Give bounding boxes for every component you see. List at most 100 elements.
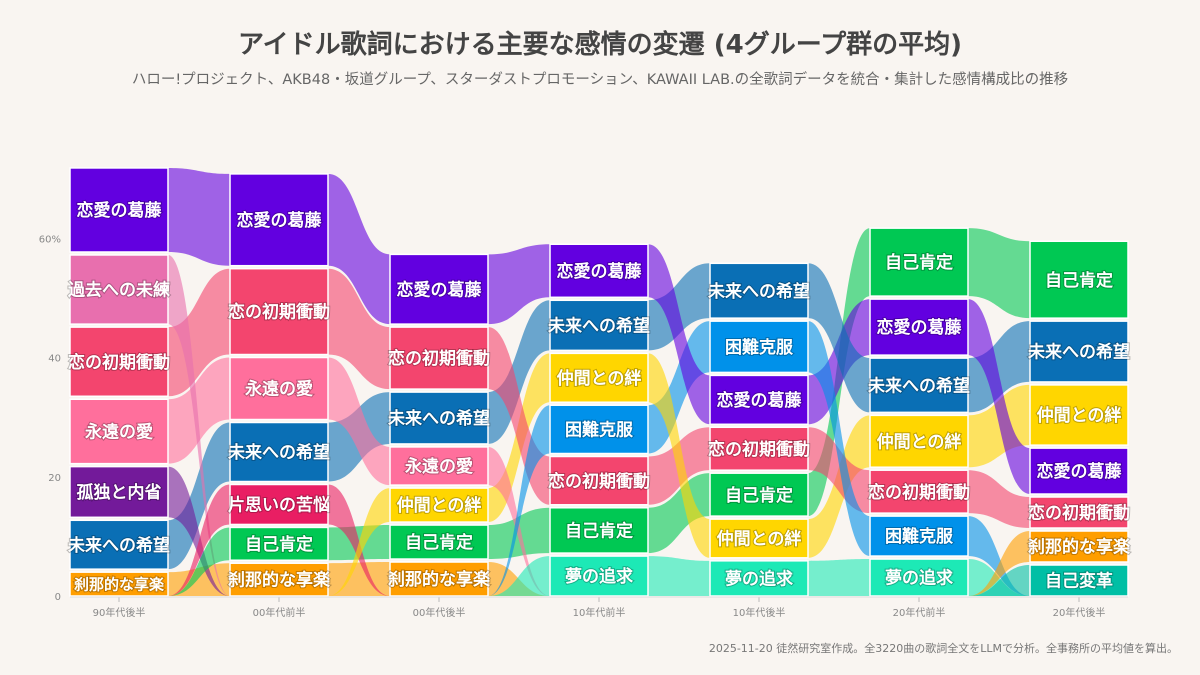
flow-band xyxy=(488,405,550,596)
flow-band xyxy=(968,516,1030,596)
chart-subtitle: ハロー!プロジェクト、AKB48・坂道グループ、スターダストプロモーション、KA… xyxy=(131,72,1069,88)
flow-band xyxy=(648,263,710,351)
node-label: 恋愛の葛藤 xyxy=(237,210,323,231)
node-label: 過去への未練 xyxy=(68,280,170,301)
flow-band xyxy=(648,244,710,425)
node-bar xyxy=(69,465,169,519)
flow-band xyxy=(168,484,230,596)
node-label: 困難克服 xyxy=(885,526,954,547)
node-bar xyxy=(709,262,809,319)
node-bar xyxy=(869,558,969,597)
flow-band xyxy=(808,263,870,413)
flow-band xyxy=(648,321,710,454)
node-bar xyxy=(709,560,809,597)
x-tick-label: 90年代後半 xyxy=(93,606,146,619)
node-bar xyxy=(389,253,489,325)
footer-note: 2025-11-20 徒然研究室作成。全3220曲の歌詞全文をLLMで分析。全事… xyxy=(708,642,1178,655)
x-tick-label: 20年代後半 xyxy=(1053,606,1106,619)
node-bar xyxy=(709,472,809,517)
node-bar xyxy=(869,414,969,468)
node-label: 永遠の愛 xyxy=(404,456,473,477)
node-bar xyxy=(229,526,329,561)
flow-band xyxy=(488,556,550,596)
x-tick-label: 10年代後半 xyxy=(733,606,786,619)
flow-band xyxy=(968,531,1030,596)
flow-band xyxy=(648,473,710,554)
node-bar xyxy=(229,421,329,483)
node-bar xyxy=(549,404,649,455)
node-label: 恋愛の葛藤 xyxy=(397,279,483,300)
flow-band xyxy=(648,556,710,596)
flow-band xyxy=(168,357,230,464)
flow-band xyxy=(328,357,390,486)
node-label: 困難克服 xyxy=(565,419,634,440)
y-tick-label: 0 xyxy=(55,592,61,603)
node-label: 未来への希望 xyxy=(67,535,170,556)
node-label: 仲間との絆 xyxy=(557,368,642,389)
node-label: 自己肯定 xyxy=(245,534,313,555)
node-bar xyxy=(389,326,489,390)
node-label: 恋の初期衝動 xyxy=(228,302,330,323)
flow-band xyxy=(488,446,550,596)
node-label: 恋の初期衝動 xyxy=(68,352,170,373)
node-bar xyxy=(69,326,169,398)
node-bar xyxy=(869,469,969,514)
y-tick-label: 20 xyxy=(48,473,61,484)
node-label: 自己肯定 xyxy=(565,521,633,542)
node-bar xyxy=(389,446,489,486)
node-bar xyxy=(389,524,489,560)
node-label: 自己肯定 xyxy=(725,485,793,506)
node-bar xyxy=(1029,240,1129,319)
node-label: 恋の初期衝動 xyxy=(388,348,490,369)
node-bar xyxy=(869,298,969,356)
node-label: 片思いの苦悩 xyxy=(228,495,330,516)
node-label: 恋愛の葛藤 xyxy=(77,200,163,221)
node-label: 仲間との絆 xyxy=(397,495,482,516)
node-label: 自己肯定 xyxy=(885,252,953,273)
node-bar xyxy=(389,487,489,523)
node-bar xyxy=(869,515,969,557)
node-label: 刹那的な享楽 xyxy=(228,570,331,591)
node-label: 恋愛の葛藤 xyxy=(1037,461,1123,482)
node-label: 恋の初期衝動 xyxy=(868,482,970,503)
node-bar xyxy=(709,426,809,471)
flow-band xyxy=(968,470,1030,529)
node-bar xyxy=(549,243,649,299)
flow-band xyxy=(808,427,870,514)
node-bar xyxy=(1029,564,1129,597)
node-label: 仲間との絆 xyxy=(717,529,802,550)
node-bar xyxy=(869,357,969,414)
node-bar xyxy=(709,320,809,374)
node-label: 刹那的な享楽 xyxy=(1028,537,1131,558)
flow-band xyxy=(808,321,870,557)
node-bar xyxy=(229,356,329,421)
flow-band xyxy=(488,300,550,444)
chart-title: アイドル歌詞における主要な感情の変遷 (4グループ群の平均) xyxy=(237,30,963,60)
flow-band xyxy=(968,228,1030,319)
node-bar xyxy=(709,374,809,426)
flow-band xyxy=(168,167,230,266)
axes-layer: 90年代後半 00年代前半 00年代後半 10年代前半 10年代後半 20年代前半 20年代… xyxy=(39,234,1128,619)
node-label: 永遠の愛 xyxy=(84,422,153,443)
flow-band xyxy=(328,268,390,390)
node-label: 仲間との絆 xyxy=(1037,405,1122,426)
node-label: 恋愛の葛藤 xyxy=(877,317,963,338)
node-label: 恋の初期衝動 xyxy=(1028,503,1130,524)
node-bar xyxy=(229,483,329,526)
nodes-layer: 恋愛の葛藤過去への未練恋の初期衝動永遠の愛孤独と内省未来への希望刹那的な享楽恋愛… xyxy=(66,167,1132,597)
node-label: 恋の初期衝動 xyxy=(708,439,810,460)
node-bar xyxy=(389,561,489,597)
node-label: 永遠の愛 xyxy=(244,379,313,400)
node-bar xyxy=(549,555,649,597)
flow-band xyxy=(328,173,390,325)
node-label: 未来への希望 xyxy=(867,375,970,396)
node-bar xyxy=(1029,496,1129,529)
flow-band xyxy=(968,321,1030,413)
flow-band xyxy=(168,268,230,397)
x-tick-label: 00年代前半 xyxy=(253,606,306,619)
node-bar xyxy=(229,173,329,267)
x-tick-label: 10年代前半 xyxy=(573,606,626,619)
node-label: 未来への希望 xyxy=(547,315,650,336)
flow-band xyxy=(168,422,230,570)
flow-band xyxy=(968,299,1030,495)
